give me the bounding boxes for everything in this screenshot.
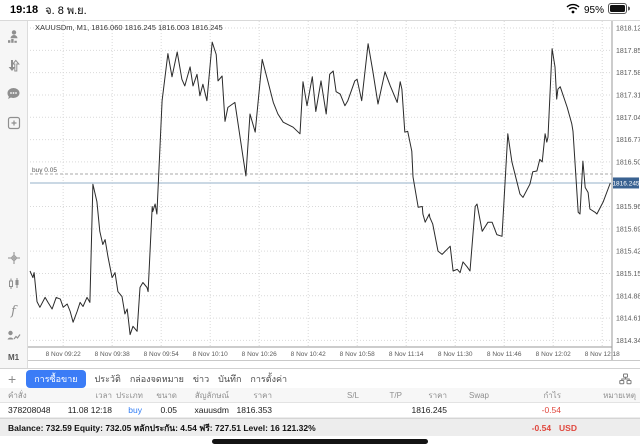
cell: 0.05 <box>160 405 177 415</box>
svg-text:1815.690: 1815.690 <box>616 226 640 233</box>
tab-0[interactable]: การซื้อขาย <box>26 369 86 388</box>
svg-text:8 Nov 10:42: 8 Nov 10:42 <box>291 351 326 358</box>
svg-text:1817.310: 1817.310 <box>616 92 640 99</box>
battery-percent: 95% <box>583 4 604 16</box>
status-right: 95% <box>566 1 630 19</box>
svg-text:8 Nov 12:18: 8 Nov 12:18 <box>585 351 620 358</box>
status-date: จ. 8 พ.ย. <box>45 5 87 17</box>
table-header-row: คำสั่ง เวลา ประเภท ขนาด สัญลักษณ์ ราคา S/L T/P ร… <box>0 388 640 403</box>
objects-f-icon[interactable]: f <box>5 301 23 319</box>
profit-currency: USD <box>559 422 577 433</box>
crosshair-icon[interactable] <box>5 249 23 267</box>
col-header: ราคา <box>253 390 272 400</box>
cell: 1816.353 <box>236 405 272 415</box>
tab-4[interactable]: บันทึก <box>218 373 242 384</box>
svg-text:f: f <box>10 304 18 318</box>
col-header: กำไร <box>543 390 561 400</box>
cell: 1816.245 <box>411 405 447 415</box>
svg-text:1815.420: 1815.420 <box>616 249 640 256</box>
svg-text:1816.770: 1816.770 <box>616 137 640 144</box>
col-header: ขนาด <box>156 390 177 400</box>
svg-text:8 Nov 11:14: 8 Nov 11:14 <box>389 351 424 358</box>
col-header: สัญลักษณ์ <box>194 390 229 400</box>
svg-text:1817.040: 1817.040 <box>616 115 640 122</box>
timeframe-button[interactable]: M1 <box>7 353 20 362</box>
tab-5[interactable]: การตั้งค่า <box>250 373 288 384</box>
svg-text:8 Nov 10:58: 8 Nov 10:58 <box>340 351 375 358</box>
add-tab-button[interactable]: + <box>8 370 17 387</box>
svg-text:8 Nov 09:54: 8 Nov 09:54 <box>144 351 179 358</box>
clock-time: 19:18 <box>10 4 39 16</box>
account-summary-bar: Balance: 732.59 Equity: 732.05 หลักประกั… <box>0 418 640 436</box>
main-area: f M1 8 Nov 09:22 8 Nov 09:38 8 Nov 09:54 8 … <box>0 20 640 368</box>
tab-3[interactable]: ข่าว <box>192 373 210 384</box>
window-layout-icon[interactable] <box>619 373 632 385</box>
svg-text:1817.850: 1817.850 <box>616 48 640 55</box>
svg-text:1816.500: 1816.500 <box>616 159 640 166</box>
home-indicator-area <box>0 436 640 447</box>
svg-text:1815.150: 1815.150 <box>616 271 640 278</box>
cell: -0.54 <box>541 405 561 415</box>
svg-text:buy 0.05: buy 0.05 <box>32 167 57 174</box>
svg-text:8 Nov 09:22: 8 Nov 09:22 <box>46 351 81 358</box>
summary-profit-group: -0.54 USD <box>532 423 632 433</box>
indicators-icon[interactable] <box>5 275 23 293</box>
tab-2[interactable]: กล่องจดหมาย <box>129 373 184 384</box>
svg-text:8 Nov 11:30: 8 Nov 11:30 <box>438 351 473 358</box>
tab-list: การซื้อขาย ประวัติ กล่องจดหมาย ข่าว บันทึก กา… <box>26 369 288 388</box>
cell: buy <box>128 405 142 415</box>
svg-text:1814.610: 1814.610 <box>616 316 640 323</box>
svg-text:1818.120: 1818.120 <box>616 26 640 33</box>
positions-table: คำสั่ง เวลา ประเภท ขนาด สัญลักษณ์ ราคา S/L T/P ร… <box>0 388 640 418</box>
svg-text:8 Nov 09:38: 8 Nov 09:38 <box>95 351 130 358</box>
svg-text:1815.960: 1815.960 <box>616 204 640 211</box>
col-header: S/L <box>346 390 359 400</box>
svg-text:1814.880: 1814.880 <box>616 293 640 300</box>
total-profit: -0.54 <box>531 422 552 433</box>
new-order-icon[interactable] <box>5 114 23 132</box>
home-indicator[interactable] <box>212 439 428 444</box>
svg-text:8 Nov 10:10: 8 Nov 10:10 <box>193 351 228 358</box>
svg-text:1816.245: 1816.245 <box>612 180 639 187</box>
battery-icon <box>608 1 630 19</box>
account-person-chart-icon[interactable] <box>5 27 23 45</box>
col-header: คำสั่ง <box>8 390 27 400</box>
col-header: ราคา <box>428 390 447 400</box>
svg-text:8 Nov 10:26: 8 Nov 10:26 <box>242 351 277 358</box>
account-summary-text: Balance: 732.59 Equity: 732.05 หลักประกั… <box>8 422 316 433</box>
svg-text:1814.340: 1814.340 <box>616 338 640 345</box>
col-header: Swap <box>468 390 489 400</box>
chat-icon[interactable] <box>5 85 23 103</box>
bottom-tab-bar: + การซื้อขาย ประวัติ กล่องจดหมาย ข่าว บันทึก… <box>0 368 640 388</box>
tab-1[interactable]: ประวัติ <box>94 373 121 384</box>
cell: 11.08 12:18 <box>67 405 112 415</box>
svg-text:8 Nov 12:02: 8 Nov 12:02 <box>536 351 571 358</box>
svg-text:8 Nov 11:46: 8 Nov 11:46 <box>487 351 522 358</box>
col-header: ประเภท <box>116 390 143 400</box>
cell: xauusdm <box>194 405 230 415</box>
left-toolbar: f M1 <box>0 21 28 368</box>
chart-canvas[interactable]: 8 Nov 09:22 8 Nov 09:38 8 Nov 09:54 8 Nov 1… <box>28 21 640 361</box>
signals-icon[interactable] <box>5 327 23 345</box>
svg-text:XAUUSDm, M1, 1816.060 1816.245: XAUUSDm, M1, 1816.060 1816.245 1816.003 … <box>35 23 223 32</box>
cell: 378208048 <box>8 405 50 415</box>
col-header: T/P <box>389 390 402 400</box>
svg-text:1817.580: 1817.580 <box>616 70 640 77</box>
open-position-row[interactable]: 378208048 11.08 12:18 buy 0.05 xauusdm 1816.3… <box>0 403 640 418</box>
col-header: เวลา <box>95 390 112 400</box>
status-bar: 19:18 จ. 8 พ.ย. 95% <box>0 0 640 20</box>
col-header: หมายเหตุ <box>603 390 636 400</box>
buy-sell-arrows-icon[interactable] <box>5 56 23 74</box>
wifi-icon <box>566 1 580 19</box>
price-chart[interactable]: 8 Nov 09:22 8 Nov 09:38 8 Nov 09:54 8 Nov 1… <box>28 21 640 368</box>
